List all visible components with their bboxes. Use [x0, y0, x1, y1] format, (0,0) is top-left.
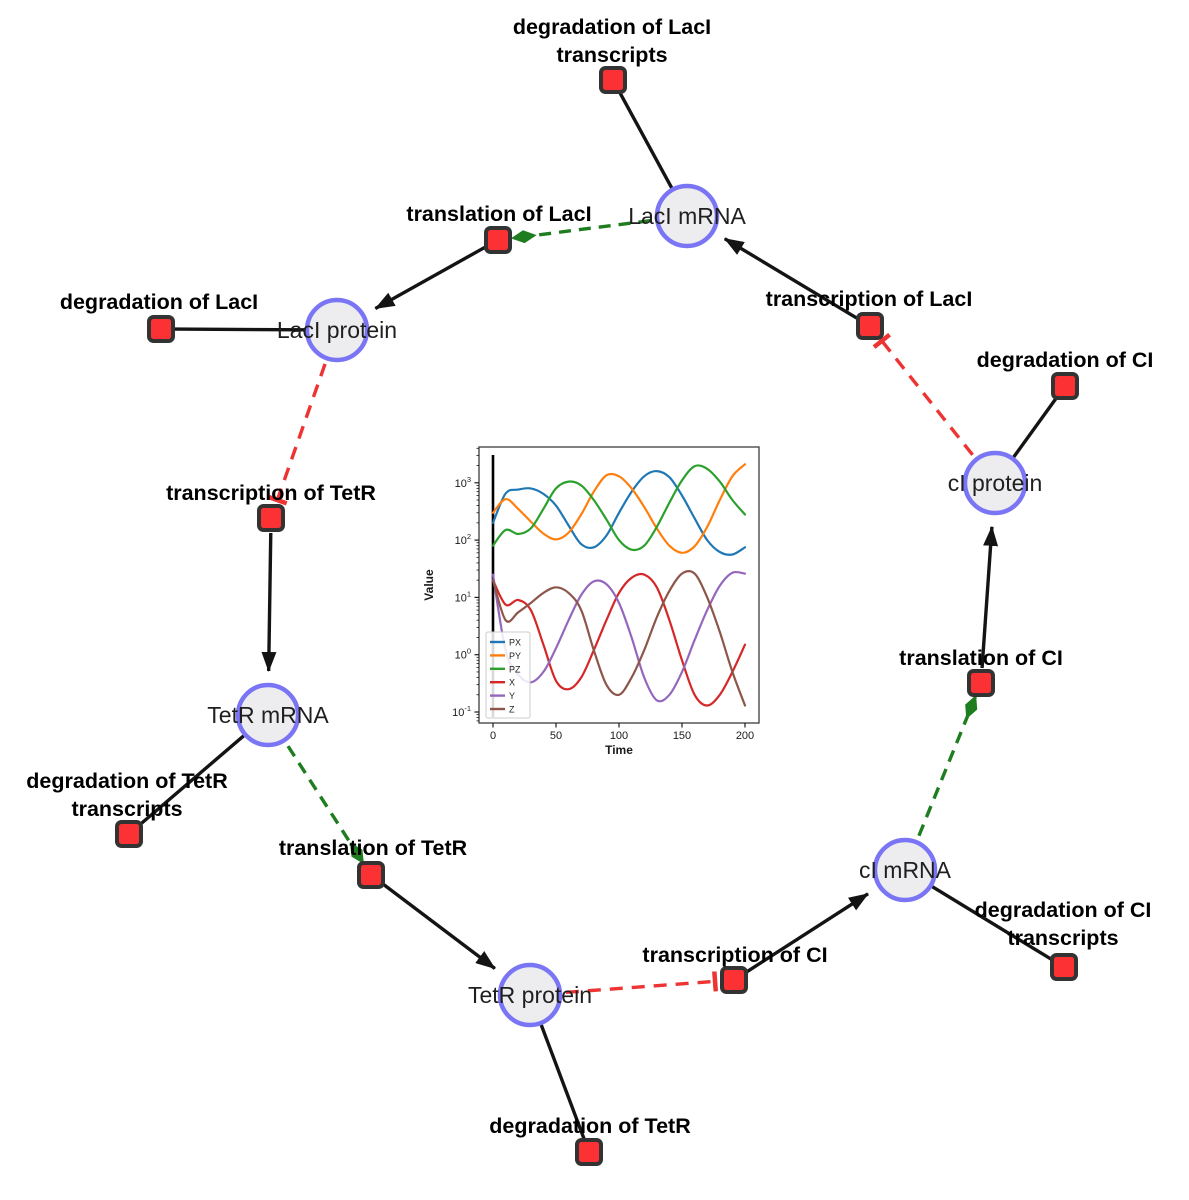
- edge-catalysis-ci_mrna-transl_ci: [917, 695, 978, 837]
- legend-label-PZ: PZ: [509, 664, 521, 674]
- reaction-node-deg_tetr[interactable]: [575, 1138, 603, 1166]
- legend-label-PX: PX: [509, 638, 521, 648]
- x-tick-label: 50: [550, 730, 562, 742]
- species-node-ci_mrna[interactable]: [872, 837, 938, 903]
- edge-consumption-ci_mrna-deg_ci_tx: [931, 885, 1053, 962]
- edges-layer: [138, 91, 1059, 1140]
- species-label-ci_mrna: cI mRNA: [859, 857, 952, 883]
- reaction-label-deg_tetr: degradation of TetR: [489, 1114, 691, 1138]
- reaction-node-txn_ci[interactable]: [720, 966, 748, 994]
- series-X: [491, 572, 747, 707]
- reaction-label-deg_ci_tx: degradation of CI: [975, 898, 1152, 922]
- edge-production-transl_tetr-tetr_protein: [381, 882, 496, 970]
- legend-label-X: X: [509, 678, 515, 688]
- reaction-label-deg_tetr_tx: degradation of TetR: [26, 769, 228, 793]
- y-tick-label: 101: [455, 589, 471, 604]
- edge-inhibition-laci_protein-txn_tetr: [267, 363, 327, 506]
- x-tick-label: 200: [736, 730, 754, 742]
- species-node-tetr_mrna[interactable]: [235, 682, 301, 748]
- reaction-label-txn_ci: transcription of CI: [642, 943, 827, 967]
- edge-production-txn_tetr-tetr_mrna: [261, 532, 277, 673]
- reaction-label-deg_ci_tx-line2: transcripts: [1007, 926, 1118, 950]
- legend-label-Z: Z: [509, 705, 515, 715]
- species-label-tetr_mrna: TetR mRNA: [207, 702, 329, 728]
- edge-inhibition-tetr_protein-txn_ci: [565, 971, 719, 995]
- edge-consumption-laci_protein-deg_laci: [174, 327, 306, 332]
- edge-consumption-laci_mrna-deg_laci_tx: [618, 91, 674, 189]
- species-node-ci_protein[interactable]: [962, 450, 1028, 516]
- reaction-node-deg_ci_tx[interactable]: [1050, 953, 1078, 981]
- edge-production-transl_ci-ci_protein: [980, 525, 999, 669]
- reaction-label-transl_ci: translation of CI: [899, 646, 1063, 670]
- reaction-node-txn_laci[interactable]: [856, 312, 884, 340]
- reaction-label-txn_tetr: transcription of TetR: [166, 481, 376, 505]
- y-tick-label: 102: [455, 532, 471, 547]
- species-label-laci_mrna: LacI mRNA: [628, 203, 746, 229]
- species-node-laci_protein[interactable]: [304, 297, 370, 363]
- species-label-ci_protein: cI protein: [948, 470, 1043, 496]
- reaction-label-deg_ci: degradation of CI: [977, 348, 1154, 372]
- reaction-node-transl_ci[interactable]: [967, 669, 995, 697]
- species-label-tetr_protein: TetR protein: [468, 982, 592, 1008]
- x-axis-label: Time: [605, 743, 633, 757]
- y-tick-label: 10-1: [452, 704, 471, 719]
- x-tick-label: 100: [610, 730, 628, 742]
- inset-timeseries-chart: 10-1 100 101 102 103 0 50 100 150 200 Time Value PX P…: [422, 446, 760, 757]
- reaction-label-deg_laci_tx-line2: transcripts: [556, 43, 667, 67]
- edge-consumption-ci_protein-deg_ci: [1012, 396, 1059, 459]
- reaction-node-deg_tetr_tx[interactable]: [115, 820, 143, 848]
- edge-consumption-tetr_mrna-deg_tetr_tx: [138, 734, 245, 827]
- reaction-label-deg_tetr_tx-line2: transcripts: [71, 797, 182, 821]
- reaction-node-transl_tetr[interactable]: [357, 861, 385, 889]
- labels-layer: degradation of LacI transcripts translatio…: [26, 15, 1153, 1138]
- x-tick-label: 150: [673, 730, 691, 742]
- reaction-node-txn_tetr[interactable]: [257, 504, 285, 532]
- reaction-label-txn_laci: transcription of LacI: [766, 287, 973, 311]
- y-tick-label: 103: [455, 475, 471, 490]
- reaction-label-transl_tetr: translation of TetR: [279, 836, 468, 860]
- chart-legend: [485, 631, 531, 719]
- reaction-node-deg_laci_tx[interactable]: [599, 66, 627, 94]
- x-tick-label: 0: [490, 730, 496, 742]
- reaction-label-deg_laci_tx: degradation of LacI: [513, 15, 711, 39]
- y-tick-label: 100: [455, 647, 471, 662]
- edge-inhibition-ci_protein-txn_laci: [872, 332, 974, 456]
- edge-catalysis-tetr_mrna-transl_tetr: [286, 745, 365, 865]
- species-node-tetr_protein[interactable]: [497, 962, 563, 1028]
- series-Y: [491, 570, 747, 703]
- edge-consumption-tetr_protein-deg_tetr: [539, 1024, 586, 1140]
- y-axis-label: Value: [422, 569, 436, 601]
- reaction-node-deg_ci[interactable]: [1051, 372, 1079, 400]
- legend-label-Y: Y: [509, 691, 515, 701]
- edge-production-txn_laci-laci_mrna: [723, 237, 859, 320]
- legend-label-PY: PY: [509, 651, 521, 661]
- species-label-laci_protein: LacI protein: [277, 317, 397, 343]
- edge-catalysis-laci_mrna-transl_laci: [510, 218, 651, 244]
- reaction-label-deg_laci: degradation of LacI: [60, 290, 258, 314]
- reaction-node-transl_laci[interactable]: [484, 226, 512, 254]
- reaction-label-transl_laci: translation of LacI: [406, 202, 591, 226]
- edge-production-txn_ci-ci_mrna: [745, 892, 869, 974]
- series-PZ: [491, 464, 747, 552]
- edge-production-transl_laci-laci_protein: [374, 245, 486, 311]
- reaction-node-deg_laci[interactable]: [147, 315, 175, 343]
- species-node-laci_mrna[interactable]: [654, 183, 720, 249]
- series-Z: [491, 569, 747, 707]
- nodes-layer: [115, 66, 1079, 1166]
